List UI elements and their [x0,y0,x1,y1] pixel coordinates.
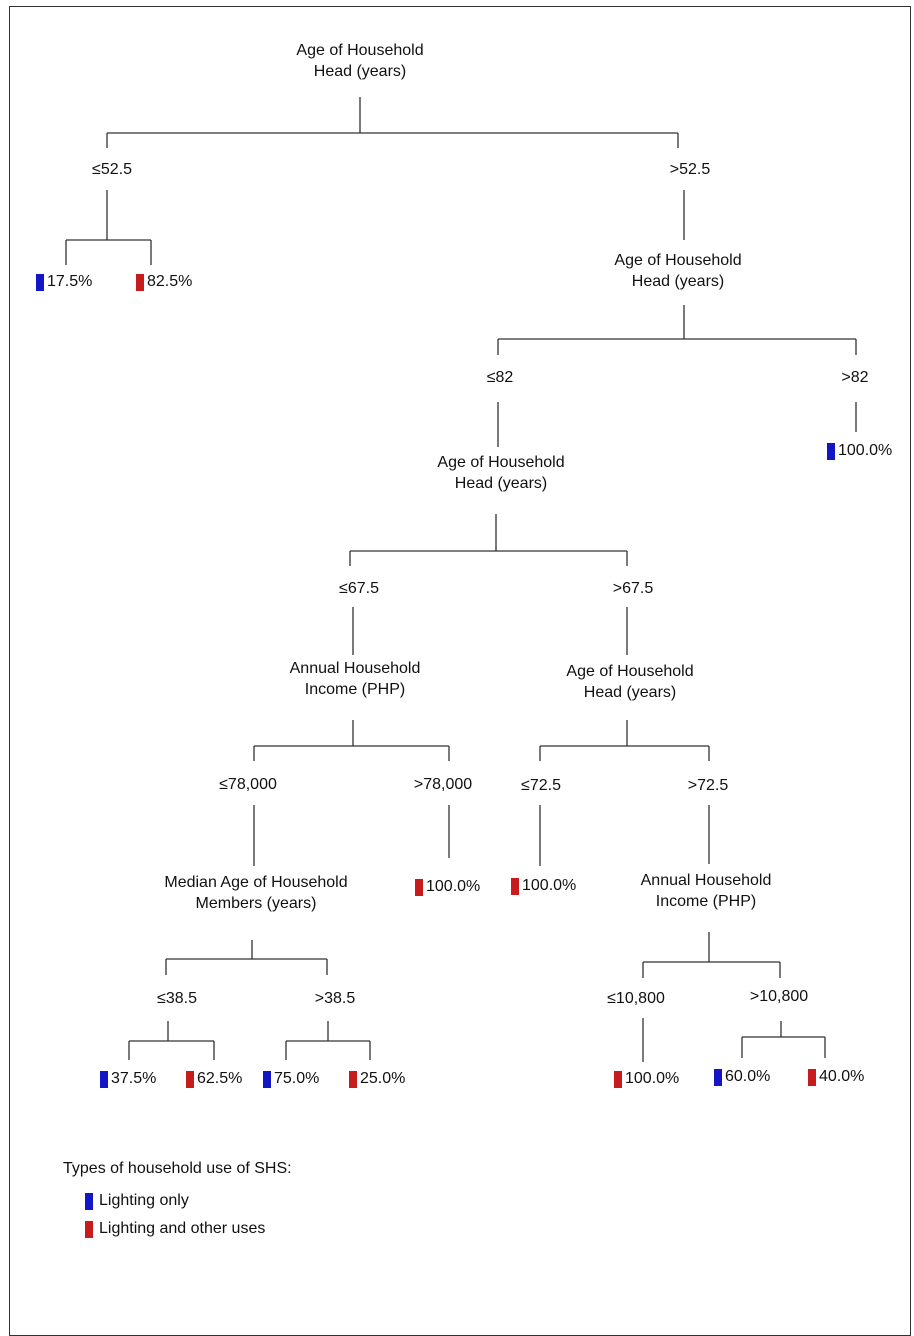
tree-node: Median Age of Household Members (years) [164,873,347,915]
node-label-line: Head (years) [313,62,407,80]
node-label-line: Members (years) [195,894,317,912]
edge-label: >10,800 [749,988,809,1005]
tree-node: Age of Household Head (years) [614,251,741,293]
leaf-value: 25.0% [360,1070,406,1087]
leaf-value: 75.0% [274,1070,320,1087]
class-swatch [415,878,423,896]
node-label-line: Income (PHP) [304,680,406,698]
node-label-line: Annual Household [640,872,772,889]
edge-label: >52.5 [669,161,711,178]
edge-label: >78,000 [413,776,473,793]
edge-label: >67.5 [612,580,654,597]
leaf-value: 40.0% [819,1068,865,1085]
leaf-node: 17.5% [36,272,92,293]
leaf-value: 100.0% [522,877,577,894]
edge-label: ≤72.5 [521,777,561,794]
leaf-node: 100.0% [415,877,480,898]
class-swatch [85,1220,93,1238]
class-swatch [136,273,144,291]
legend-title: Types of household use of SHS: [63,1160,292,1177]
class-swatch [714,1068,722,1086]
leaf-node: 100.0% [511,876,576,897]
class-swatch [85,1192,93,1210]
class-swatch [808,1068,816,1086]
edge-label: ≤67.5 [339,580,379,597]
tree-node: Annual Household Income (PHP) [290,659,421,701]
node-label-line: Age of Household [296,42,424,59]
class-swatch [36,273,44,291]
class-swatch [614,1070,622,1088]
leaf-value: 100.0% [426,878,481,895]
class-swatch [263,1070,271,1088]
node-label-line: Age of Household [566,663,694,680]
class-swatch [349,1070,357,1088]
tree-node-root: Age of Household Head (years) [296,41,423,83]
legend: Types of household use of SHS: Lighting … [63,1160,292,1240]
class-swatch [827,442,835,460]
tree-node: Age of Household Head (years) [566,662,693,704]
leaf-value: 17.5% [47,273,93,290]
class-swatch [100,1070,108,1088]
leaf-value: 100.0% [838,442,893,459]
node-label-line: Annual Household [289,660,421,677]
edge-label: ≤10,800 [607,990,665,1007]
edge-label: >82 [841,369,869,386]
node-label-line: Head (years) [583,683,677,701]
node-label-line: Age of Household [614,252,742,269]
node-label-line: Income (PHP) [655,892,757,910]
edge-label: ≤52.5 [92,161,132,178]
edge-label: ≤78,000 [219,776,277,793]
legend-label: Lighting only [99,1192,189,1209]
node-label-line: Age of Household [437,454,565,471]
tree-node: Age of Household Head (years) [437,453,564,495]
leaf-node: 82.5% [136,272,192,293]
tree-node: Annual Household Income (PHP) [641,871,772,913]
leaf-value: 100.0% [625,1070,680,1087]
leaf-node: 40.0% [808,1067,864,1088]
class-swatch [186,1070,194,1088]
leaf-node: 100.0% [614,1069,679,1090]
leaf-node: 62.5% [186,1069,242,1090]
leaf-value: 62.5% [197,1070,243,1087]
edge-label: >72.5 [687,777,729,794]
edge-label: >38.5 [314,990,356,1007]
leaf-value: 37.5% [111,1070,157,1087]
node-label-line: Head (years) [454,474,548,492]
edge-label: ≤38.5 [157,990,197,1007]
legend-label: Lighting and other uses [99,1220,266,1237]
leaf-node: 75.0% [263,1069,319,1090]
leaf-value: 82.5% [147,273,193,290]
node-label-line: Head (years) [631,272,725,290]
legend-item-lighting-and-other: Lighting and other uses [85,1218,292,1240]
edge-label: ≤82 [486,369,514,386]
legend-item-lighting-only: Lighting only [85,1190,292,1212]
leaf-value: 60.0% [725,1068,771,1085]
leaf-node: 37.5% [100,1069,156,1090]
leaf-node: 25.0% [349,1069,405,1090]
leaf-node: 60.0% [714,1067,770,1088]
leaf-node: 100.0% [827,441,892,462]
class-swatch [511,877,519,895]
node-label-line: Median Age of Household [164,874,348,891]
